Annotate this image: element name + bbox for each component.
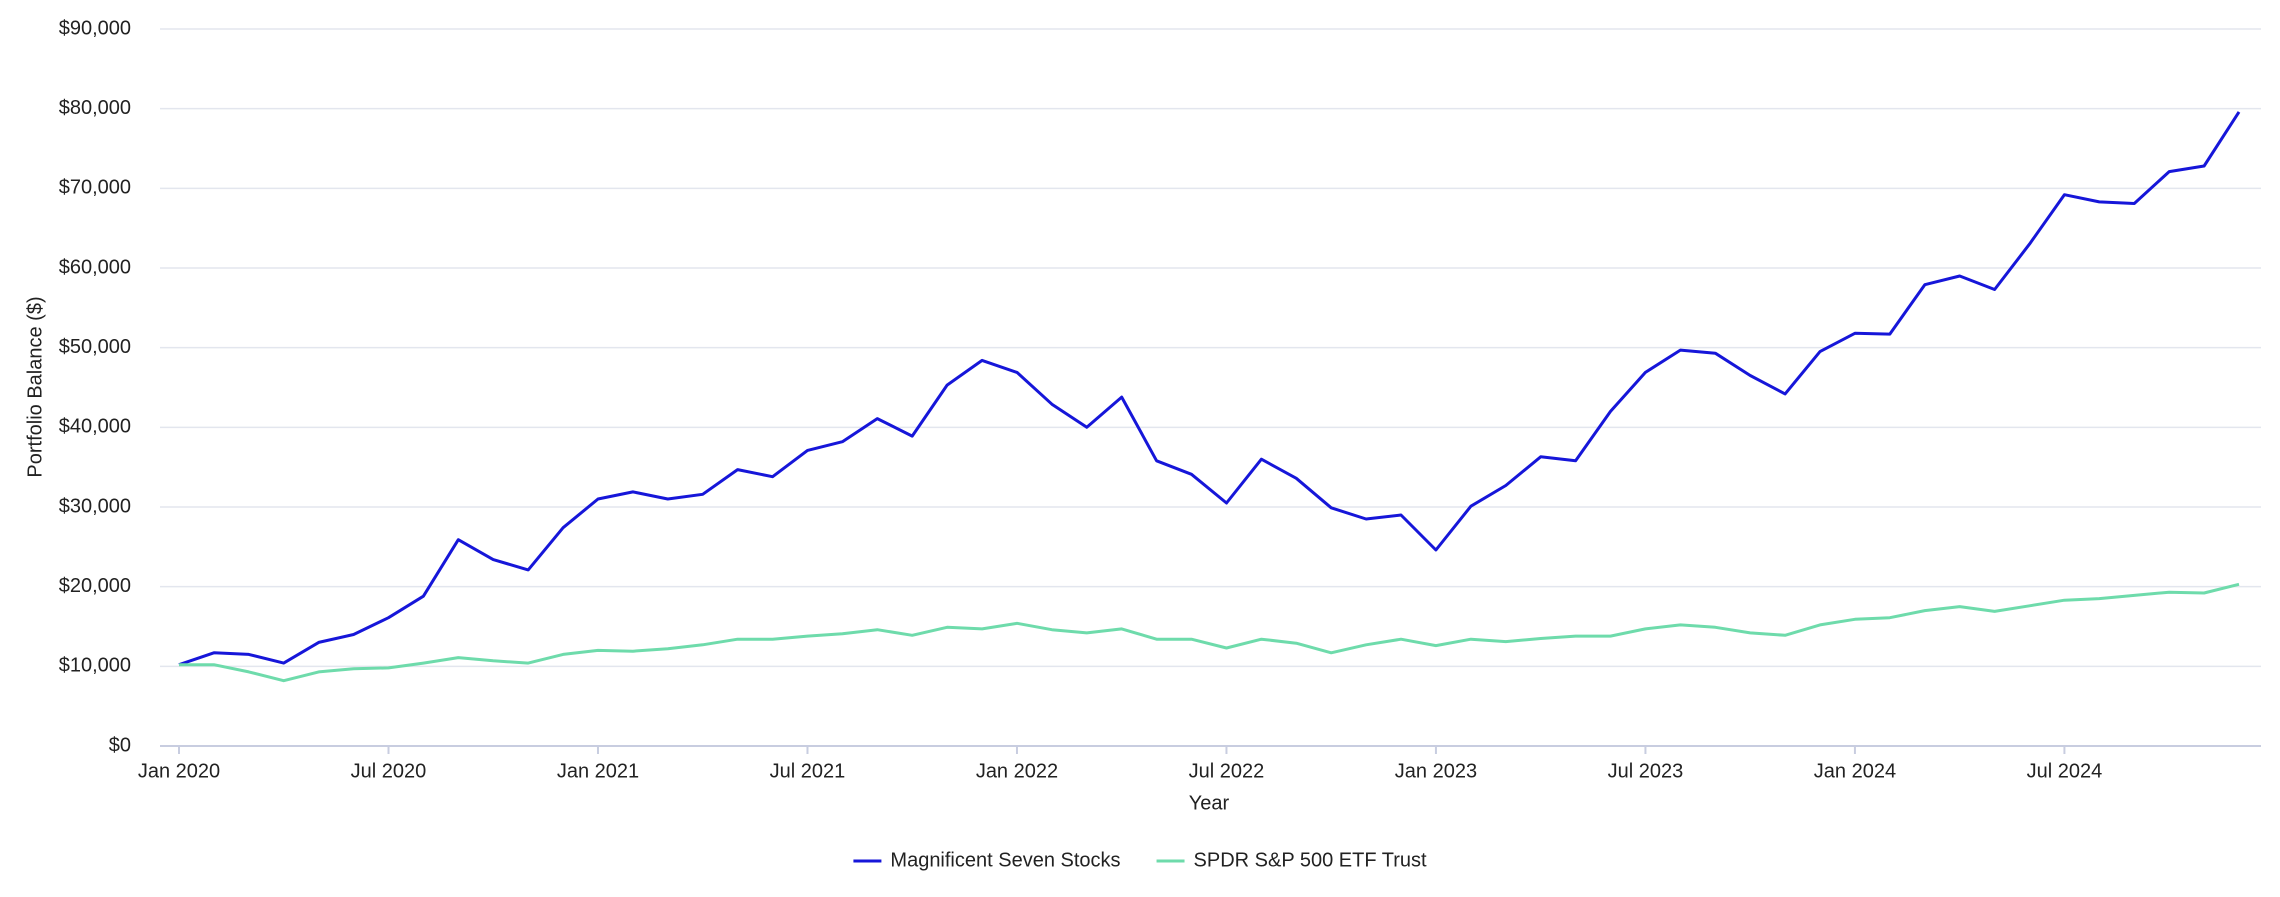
x-tick-label: Jan 2021 bbox=[557, 760, 639, 782]
x-axis-label: Year bbox=[1189, 792, 1230, 814]
x-tick-label: Jul 2021 bbox=[770, 760, 846, 782]
y-tick-label: $60,000 bbox=[59, 256, 131, 278]
y-tick-label: $90,000 bbox=[59, 17, 131, 39]
x-tick-label: Jan 2020 bbox=[138, 760, 220, 782]
y-axis-label: Portfolio Balance ($) bbox=[24, 296, 46, 477]
x-tick-label: Jul 2022 bbox=[1189, 760, 1265, 782]
legend-label: SPDR S&P 500 ETF Trust bbox=[1194, 849, 1427, 871]
x-tick-label: Jan 2024 bbox=[1814, 760, 1896, 782]
y-tick-label: $40,000 bbox=[59, 416, 131, 438]
y-tick-label: $80,000 bbox=[59, 97, 131, 119]
y-tick-label: $50,000 bbox=[59, 336, 131, 358]
x-tick-label: Jan 2023 bbox=[1395, 760, 1477, 782]
y-tick-label: $70,000 bbox=[59, 177, 131, 199]
y-tick-label: $10,000 bbox=[59, 655, 131, 677]
legend-label: Magnificent Seven Stocks bbox=[890, 849, 1120, 871]
y-tick-label: $20,000 bbox=[59, 575, 131, 597]
y-tick-label: $30,000 bbox=[59, 495, 131, 517]
x-tick-label: Jul 2023 bbox=[1608, 760, 1684, 782]
x-tick-label: Jan 2022 bbox=[976, 760, 1058, 782]
series-line bbox=[178, 111, 2241, 667]
x-tick-label: Jul 2024 bbox=[2027, 760, 2103, 782]
series-line bbox=[179, 582, 2240, 683]
x-tick-label: Jul 2020 bbox=[351, 760, 427, 782]
y-tick-label: $0 bbox=[109, 734, 131, 756]
